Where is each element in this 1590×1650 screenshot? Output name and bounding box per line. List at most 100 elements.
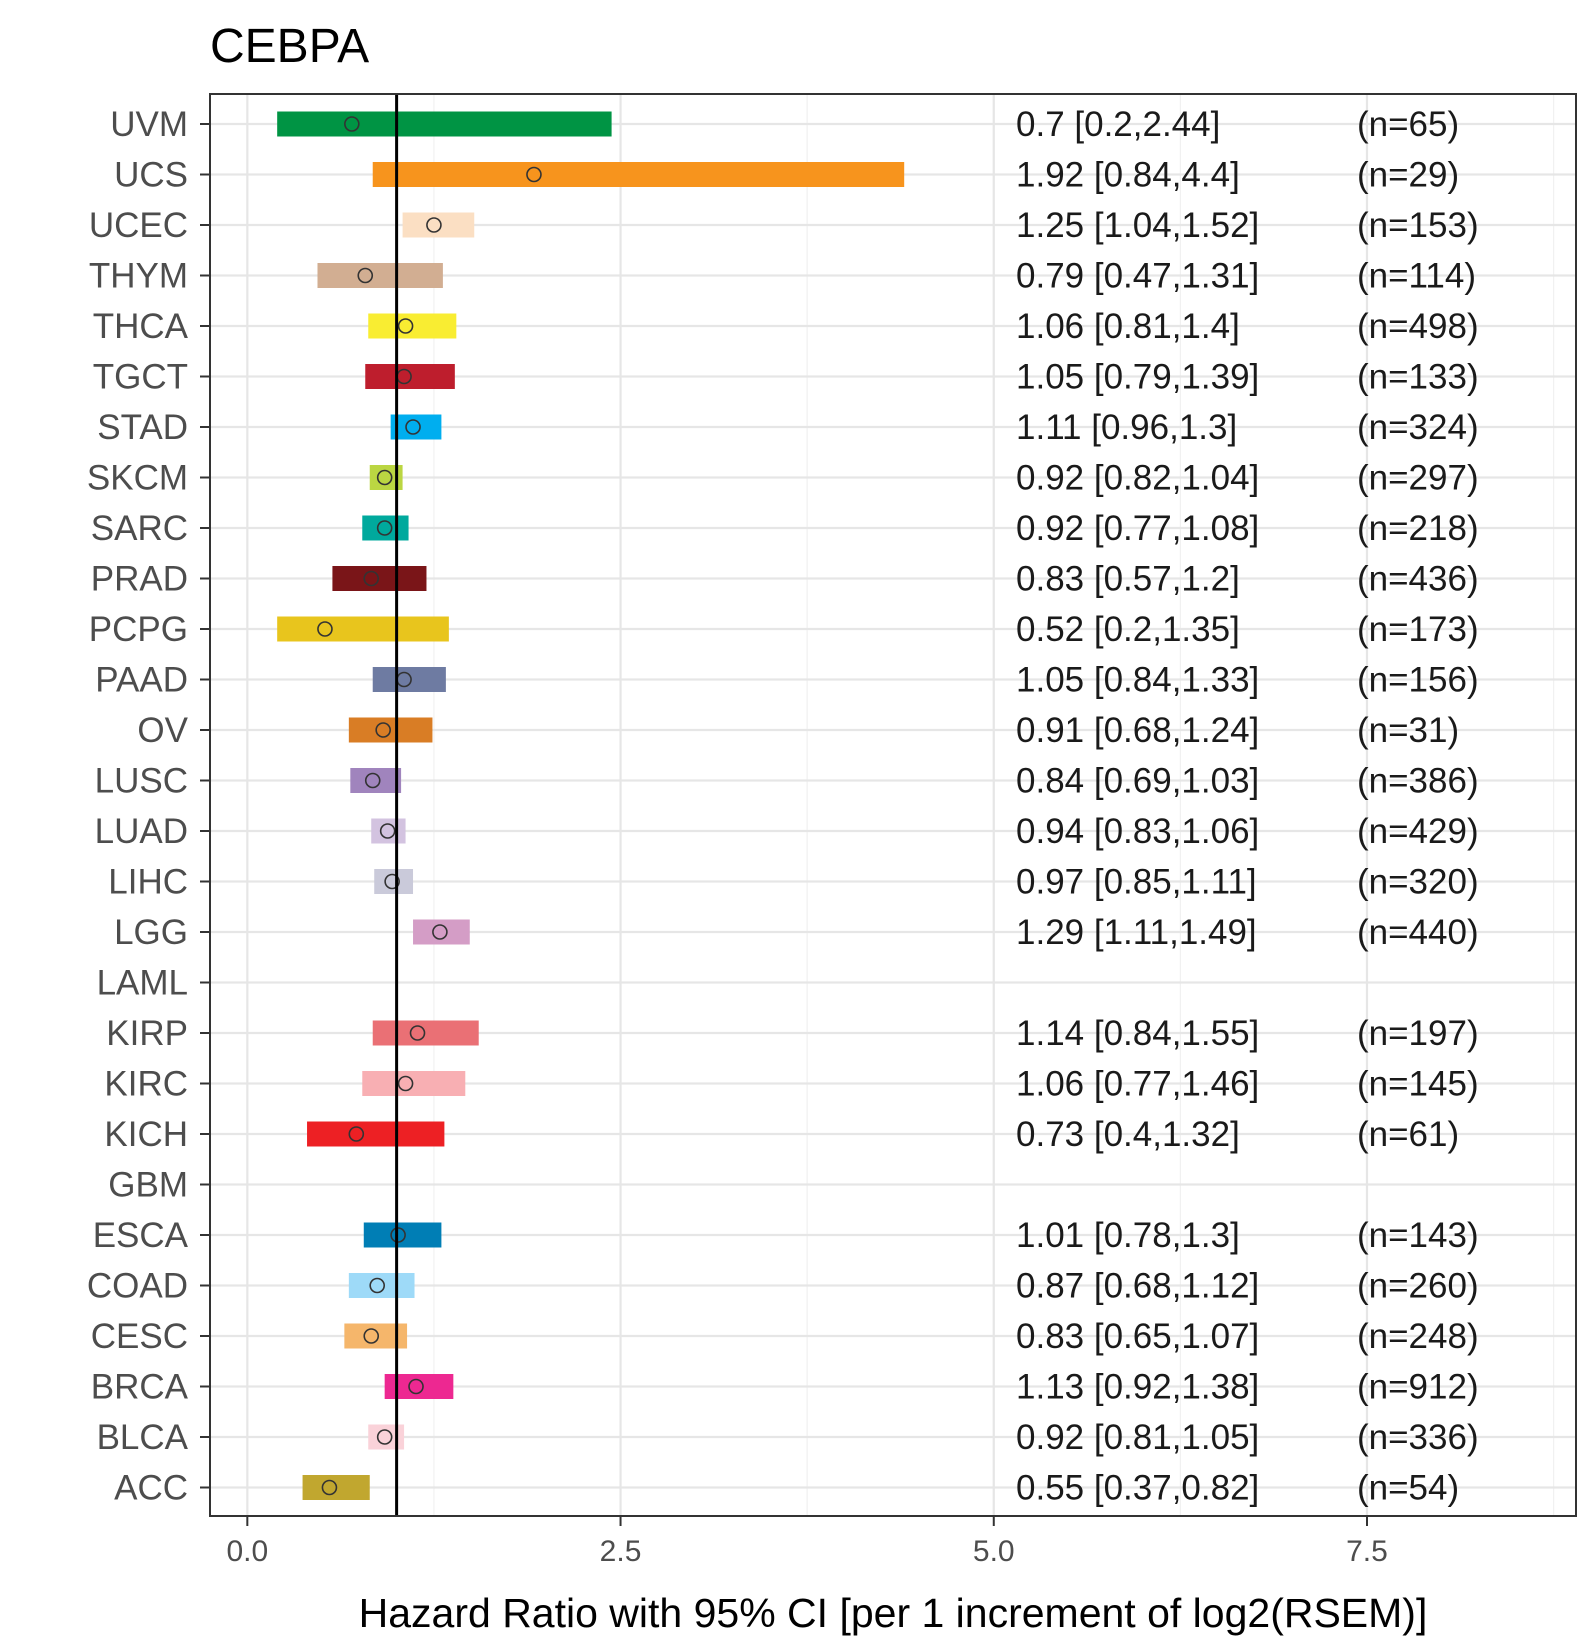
ci-bar-sarc — [362, 515, 409, 541]
sample-size: (n=29) — [1357, 156, 1459, 195]
hr-point-lgg — [432, 924, 448, 940]
hr-point-skcm — [376, 469, 393, 486]
sample-size: (n=248) — [1357, 1317, 1479, 1356]
sample-size: (n=31) — [1357, 711, 1459, 750]
y-tick-label: UVM — [110, 105, 188, 144]
ci-bar-lgg — [413, 919, 470, 945]
hr-point-stad — [405, 419, 421, 435]
hr-annotation: 0.92 [0.77,1.08] — [1016, 509, 1259, 548]
hr-point-sarc — [376, 520, 393, 536]
sample-size: (n=324) — [1357, 408, 1479, 447]
hr-annotation: 0.52 [0.2,1.35] — [1016, 610, 1240, 649]
hr-annotation: 0.55 [0.37,0.82] — [1016, 1469, 1259, 1508]
hr-point-acc — [321, 1479, 338, 1496]
hr-annotation: 0.7 [0.2,2.44] — [1016, 105, 1220, 144]
hr-point-kirc — [397, 1075, 414, 1092]
ci-bar-coad — [348, 1273, 415, 1298]
y-tick-label: SKCM — [87, 459, 188, 498]
sample-size: (n=386) — [1357, 762, 1479, 801]
hr-point-cesc — [363, 1328, 380, 1344]
hr-annotation: 0.79 [0.47,1.31] — [1016, 257, 1259, 296]
ci-bar-ucec — [402, 212, 475, 238]
sample-size: (n=114) — [1357, 257, 1476, 296]
sample-size: (n=260) — [1357, 1267, 1479, 1306]
y-tick-label: LIHC — [108, 863, 188, 902]
sample-size: (n=429) — [1357, 812, 1479, 851]
hr-annotation: 1.92 [0.84,4.4] — [1016, 156, 1240, 195]
sample-size: (n=143) — [1357, 1216, 1479, 1255]
hr-annotation: 0.92 [0.82,1.04] — [1016, 459, 1259, 498]
hr-annotation: 1.05 [0.84,1.33] — [1016, 661, 1259, 700]
ci-bar-brca — [384, 1374, 454, 1399]
hr-point-lihc — [384, 873, 400, 890]
sample-size: (n=197) — [1357, 1014, 1479, 1053]
chart-title: CEBPA — [210, 20, 369, 73]
y-tick-label: THCA — [93, 307, 189, 346]
hr-point-thym — [357, 267, 374, 284]
hr-annotation: 0.94 [0.83,1.06] — [1016, 812, 1259, 851]
y-tick-label: LAML — [97, 964, 188, 1003]
sample-size: (n=218) — [1357, 509, 1479, 548]
y-tick-label: UCS — [114, 156, 188, 195]
hr-point-brca — [408, 1378, 424, 1395]
ci-bar-prad — [332, 566, 427, 591]
ci-bar-blca — [368, 1424, 405, 1450]
x-axis: 0.0 2.5 5.0 7.5 — [226, 1516, 1388, 1568]
hr-annotation: 0.91 [0.68,1.24] — [1016, 711, 1259, 750]
hr-point-ov — [375, 722, 391, 738]
hr-point-luad — [379, 823, 396, 839]
ci-bar-esca — [363, 1222, 442, 1248]
hr-point-kirp — [409, 1025, 426, 1041]
sample-size: (n=145) — [1357, 1065, 1479, 1104]
ci-bar-luad — [371, 818, 406, 844]
sample-size: (n=912) — [1357, 1368, 1479, 1407]
hr-point-pcpg — [317, 621, 333, 637]
y-tick-label: PAAD — [95, 661, 188, 700]
sample-size: (n=61) — [1357, 1115, 1459, 1154]
x-tick-label: 0.0 — [226, 1535, 268, 1568]
sample-size: (n=153) — [1357, 206, 1479, 245]
hr-point-uvm — [344, 116, 360, 132]
hr-annotation: 1.06 [0.81,1.4] — [1016, 307, 1240, 346]
hr-annotation: 1.06 [0.77,1.46] — [1016, 1065, 1259, 1104]
sample-size: (n=54) — [1357, 1469, 1459, 1508]
y-tick-label: PRAD — [91, 560, 188, 599]
x-axis-label: Hazard Ratio with 95% CI [per 1 incremen… — [359, 1590, 1428, 1636]
y-axis: UVM UCS UCEC THYM THCA TGCT STAD SKCM SARC PRAD PC… — [87, 105, 210, 1508]
hr-annotation: 1.01 [0.78,1.3] — [1016, 1216, 1240, 1255]
ci-bar-uvm — [277, 111, 612, 137]
hr-point-ucs — [526, 166, 542, 183]
sample-size: (n=133) — [1357, 358, 1479, 397]
y-tick-label: OV — [137, 711, 188, 750]
hr-annotation: 1.13 [0.92,1.38] — [1016, 1368, 1259, 1407]
ci-bars — [277, 111, 905, 1500]
y-tick-label: TGCT — [93, 358, 188, 397]
hr-annotation: 0.84 [0.69,1.03] — [1016, 762, 1259, 801]
y-tick-label: KIRP — [106, 1014, 188, 1053]
sample-size: (n=436) — [1357, 560, 1479, 599]
ci-bar-lihc — [374, 869, 414, 894]
sample-size: (n=320) — [1357, 863, 1479, 902]
y-tick-label: LGG — [114, 913, 188, 952]
y-tick-label: LUAD — [95, 812, 188, 851]
hr-annotation: 0.92 [0.81,1.05] — [1016, 1418, 1259, 1457]
sample-size: (n=498) — [1357, 307, 1479, 346]
y-tick-label: PCPG — [89, 610, 188, 649]
sample-size: (n=65) — [1357, 105, 1459, 144]
ci-bar-stad — [390, 414, 442, 440]
hr-annotation: 0.83 [0.65,1.07] — [1016, 1317, 1259, 1356]
ci-bar-tgct — [365, 364, 455, 389]
sample-size: (n=297) — [1357, 459, 1479, 498]
hr-annotation: 0.97 [0.85,1.11] — [1016, 863, 1257, 902]
hr-point-ucec — [426, 217, 442, 233]
x-tick-label: 5.0 — [973, 1535, 1015, 1568]
hr-annotation: 0.73 [0.4,1.32] — [1016, 1115, 1240, 1154]
y-tick-label: BRCA — [91, 1368, 189, 1407]
ci-bar-lusc — [350, 768, 402, 793]
y-tick-label: ACC — [114, 1469, 188, 1508]
ci-bar-paad — [372, 667, 446, 692]
y-tick-label: COAD — [87, 1267, 188, 1306]
hr-annotation: 0.87 [0.68,1.12] — [1016, 1267, 1259, 1306]
ci-bar-pcpg — [277, 616, 449, 642]
